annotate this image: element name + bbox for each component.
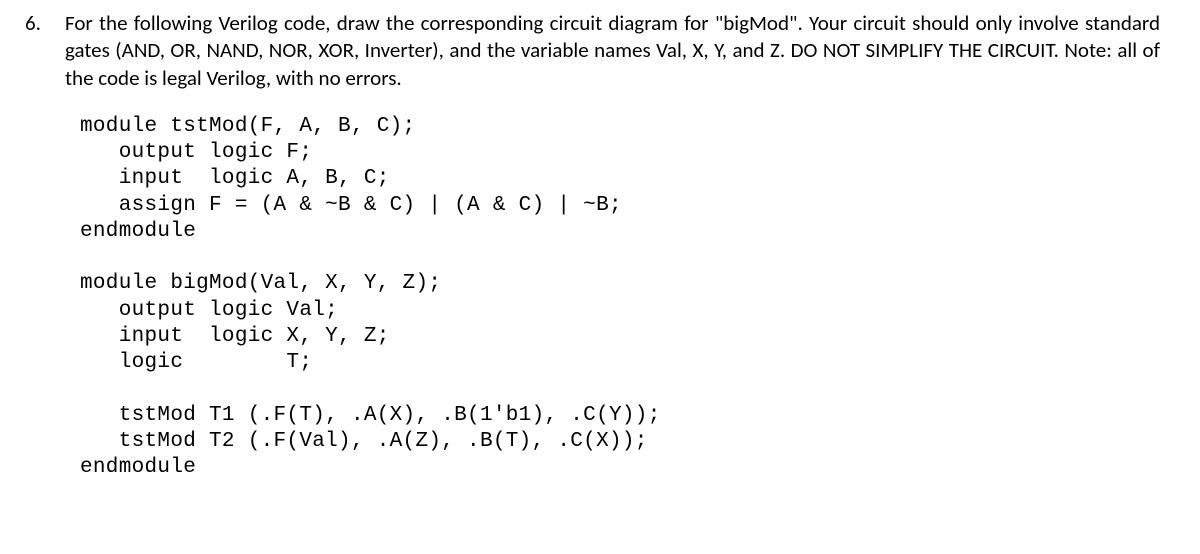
page-container: 6. For the following Verilog code, draw … bbox=[0, 0, 1200, 491]
question-text: For the following Verilog code, draw the… bbox=[65, 10, 1160, 92]
verilog-code-block: module tstMod(F, A, B, C); output logic … bbox=[80, 114, 1160, 482]
question-number: 6. bbox=[20, 10, 65, 36]
question-row: 6. For the following Verilog code, draw … bbox=[20, 10, 1160, 92]
